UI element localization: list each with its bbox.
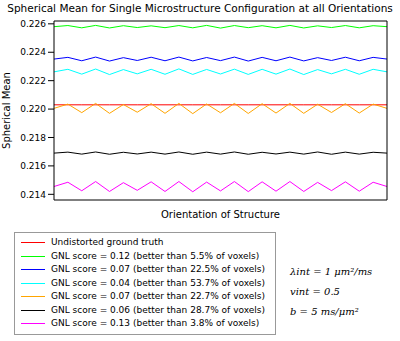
html-text:Spherical Mean for Single Micr: Spherical Mean for Single Microstructure…	[7, 2, 393, 14]
html-text:GNL score = 0.12 (better than: GNL score = 0.12 (better than 5.5% of vo…	[51, 250, 260, 261]
svg-text:Orientation of Structure: Orientation of Structure	[161, 209, 280, 220]
svg-text:0.218: 0.218	[20, 133, 46, 143]
svg-text:0.226: 0.226	[20, 19, 46, 29]
html-text:λint = 1 μm²/ms: λint = 1 μm²/ms	[290, 266, 373, 277]
svg-text:Spherical Mean: Spherical Mean	[1, 72, 12, 149]
html-text:Undistorted ground truth: Undistorted ground truth	[51, 237, 164, 247]
svg-text:0.222: 0.222	[20, 76, 46, 86]
svg-text:0.224: 0.224	[20, 47, 46, 57]
svg-text:0.214: 0.214	[20, 190, 46, 200]
svg-text:0.220: 0.220	[20, 104, 46, 114]
svg-text:0.216: 0.216	[20, 161, 46, 171]
html-text:vint = 0.5: vint = 0.5	[290, 286, 340, 297]
html-text:GNL score = 0.07 (better than: GNL score = 0.07 (better than 22.7% of v…	[51, 291, 265, 301]
html-text:GNL score = 0.13 (better than: GNL score = 0.13 (better than 3.8% of vo…	[51, 318, 260, 328]
html-text:GNL score = 0.06 (better than: GNL score = 0.06 (better than 28.7% of v…	[51, 304, 265, 315]
html-text:b = 5 ms/μm²: b = 5 ms/μm²	[290, 306, 359, 317]
html-text:GNL score = 0.07 (better than: GNL score = 0.07 (better than 22.5% of v…	[51, 264, 265, 274]
html-text:GNL score = 0.04 (better than: GNL score = 0.04 (better than 53.7% of v…	[51, 277, 265, 288]
